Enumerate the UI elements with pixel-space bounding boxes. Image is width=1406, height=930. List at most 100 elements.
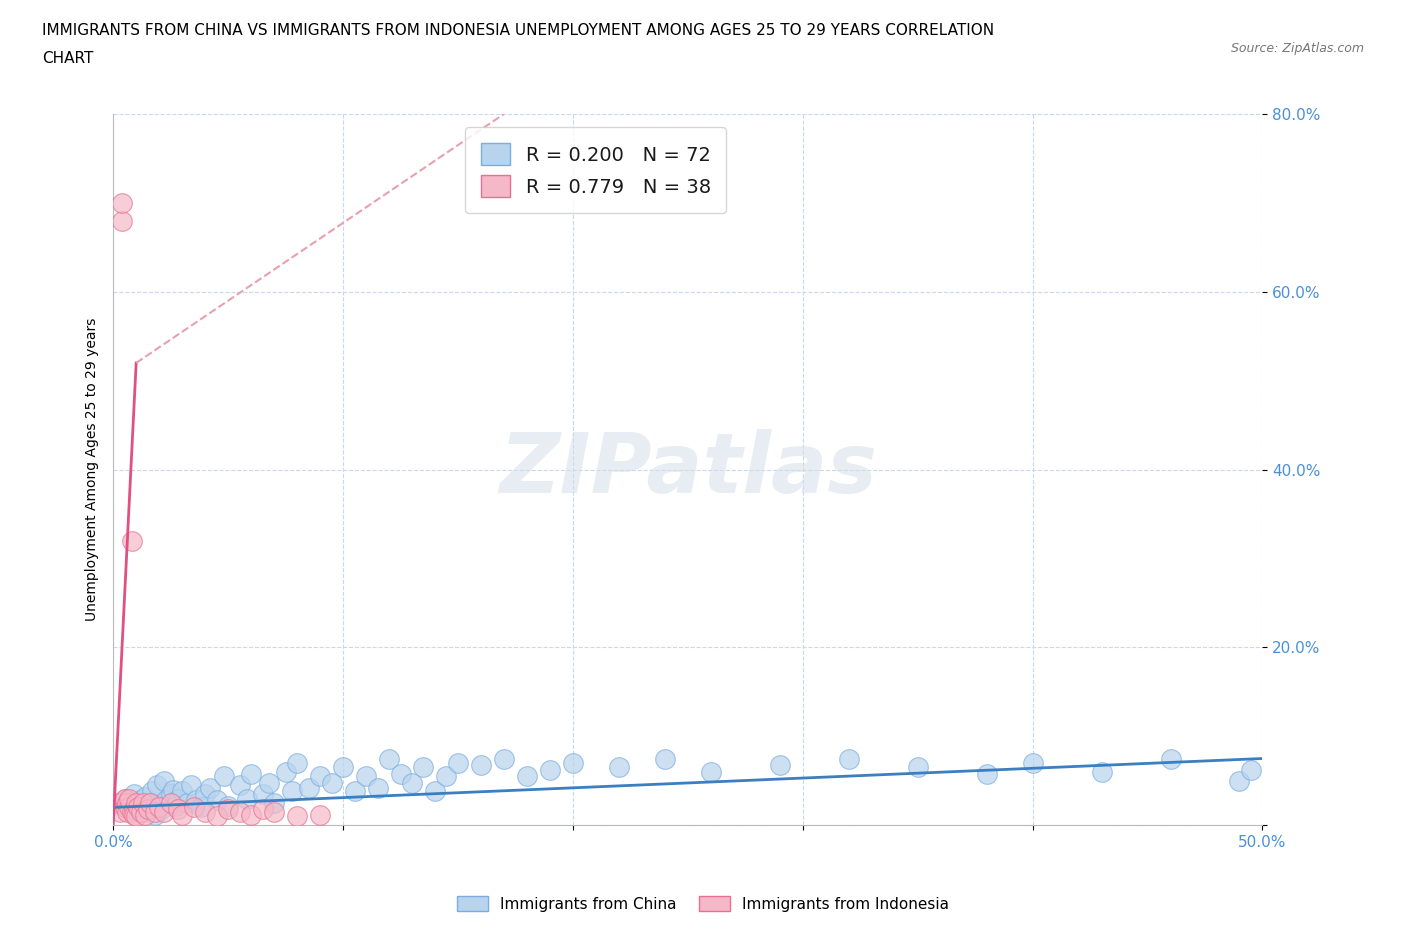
Point [148,800,170,815]
Point [354,769,377,784]
Point [125,809,148,824]
Point [378,751,401,766]
Point [309,769,332,784]
Point [654,751,676,766]
Point [152,773,174,788]
Point [228,777,250,792]
Point [176,795,198,810]
Point [114,800,136,815]
Point [281,784,304,799]
Point [152,804,174,819]
Point [240,807,263,822]
Point [114,791,136,806]
Point [166,802,188,817]
Point [180,777,202,792]
Point [263,795,285,810]
Point [205,809,228,824]
Point [127,798,149,813]
Point [274,764,297,779]
Point [166,791,188,806]
Point [1090,764,1112,779]
Point [118,795,141,810]
Text: Source: ZipAtlas.com: Source: ZipAtlas.com [1230,42,1364,55]
Point [143,807,166,822]
Point [423,784,446,799]
Point [129,804,152,819]
Point [125,802,148,817]
Point [252,787,274,802]
Point [111,195,134,210]
Point [700,764,723,779]
Point [118,791,141,806]
Point [235,791,257,806]
Point [228,804,250,819]
Point [107,795,129,810]
Point [389,766,412,781]
Point [139,795,162,810]
Point [212,769,235,784]
Point [538,763,561,777]
Point [198,780,221,795]
Point [332,760,354,775]
Point [127,800,149,815]
Point [205,793,228,808]
Legend: R = 0.200   N = 72, R = 0.779   N = 38: R = 0.200 N = 72, R = 0.779 N = 38 [465,127,727,213]
Point [470,757,492,772]
Point [252,802,274,817]
Point [285,755,308,770]
Point [136,795,159,810]
Point [285,809,308,824]
Point [492,751,515,766]
Point [561,755,583,770]
Point [1240,763,1263,777]
Point [121,533,143,548]
Point [172,807,194,822]
Point [297,780,319,795]
Point [436,769,458,784]
Point [136,802,159,817]
Point [162,782,184,797]
Point [367,780,389,795]
Point [194,787,217,802]
Point [1021,755,1043,770]
Point [412,760,434,775]
Point [122,807,145,822]
Point [132,795,155,810]
Point [115,795,138,810]
Text: ZIPatlas: ZIPatlas [499,429,877,510]
Point [115,804,138,819]
Point [139,800,162,815]
Point [607,760,630,775]
Point [111,213,134,228]
Point [146,777,169,792]
Point [240,766,263,781]
Point [184,793,207,808]
Point [132,804,155,819]
Point [907,760,929,775]
Point [976,766,998,781]
Point [190,800,212,815]
Point [122,787,145,802]
Point [401,775,423,790]
Point [1229,773,1251,788]
Point [321,775,343,790]
Point [121,800,143,815]
Point [114,791,136,806]
Point [148,798,170,813]
Point [143,804,166,819]
Point [134,807,156,822]
Legend: Immigrants from China, Immigrants from Indonesia: Immigrants from China, Immigrants from I… [451,889,955,918]
Point [217,802,239,817]
Point [516,769,538,784]
Point [118,800,141,815]
Point [217,798,239,813]
Point [165,798,187,813]
Point [343,784,366,799]
Point [1160,751,1182,766]
Text: IMMIGRANTS FROM CHINA VS IMMIGRANTS FROM INDONESIA UNEMPLOYMENT AMONG AGES 25 TO: IMMIGRANTS FROM CHINA VS IMMIGRANTS FROM… [42,23,994,38]
Point [121,804,143,819]
Point [769,757,792,772]
Point [838,751,860,766]
Point [159,787,181,802]
Point [159,795,181,810]
